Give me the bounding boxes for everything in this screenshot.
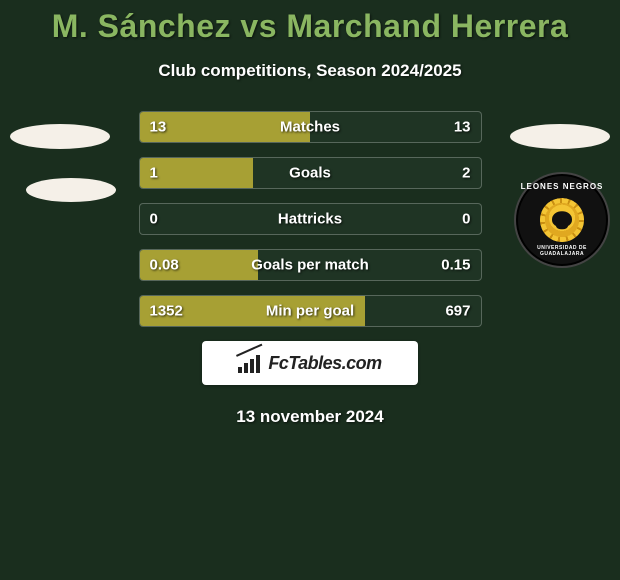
- stat-row: 0 0 Hattricks: [139, 203, 482, 235]
- stat-row: 0.08 0.15 Goals per match: [139, 249, 482, 281]
- stat-value-right: 0: [462, 211, 470, 228]
- stat-label: Matches: [280, 119, 340, 136]
- stat-label: Goals: [289, 165, 331, 182]
- stat-value-right: 0.15: [441, 257, 470, 274]
- stat-bar-right: [253, 158, 480, 188]
- stat-value-left: 1352: [150, 303, 183, 320]
- stat-value-right: 2: [462, 165, 470, 182]
- stat-label: Goals per match: [251, 257, 369, 274]
- page-title: M. Sánchez vs Marchand Herrera: [0, 0, 620, 45]
- stat-label: Min per goal: [266, 303, 354, 320]
- brand-chart-icon: [238, 353, 262, 373]
- stat-label: Hattricks: [278, 211, 342, 228]
- stat-value-right: 13: [454, 119, 471, 136]
- stat-value-right: 697: [445, 303, 470, 320]
- stat-row: 13 13 Matches: [139, 111, 482, 143]
- stat-value-left: 13: [150, 119, 167, 136]
- stat-row: 1352 697 Min per goal: [139, 295, 482, 327]
- brand-box: FcTables.com: [202, 341, 418, 385]
- stat-value-left: 0: [150, 211, 158, 228]
- comparison-chart: 13 13 Matches 1 2 Goals 0 0 Hattricks 0.08 0.15 Goa…: [0, 111, 620, 327]
- stat-value-left: 1: [150, 165, 158, 182]
- brand-text: FcTables.com: [268, 353, 381, 374]
- stat-value-left: 0.08: [150, 257, 179, 274]
- subtitle: Club competitions, Season 2024/2025: [0, 61, 620, 81]
- stat-row: 1 2 Goals: [139, 157, 482, 189]
- date-line: 13 november 2024: [0, 407, 620, 427]
